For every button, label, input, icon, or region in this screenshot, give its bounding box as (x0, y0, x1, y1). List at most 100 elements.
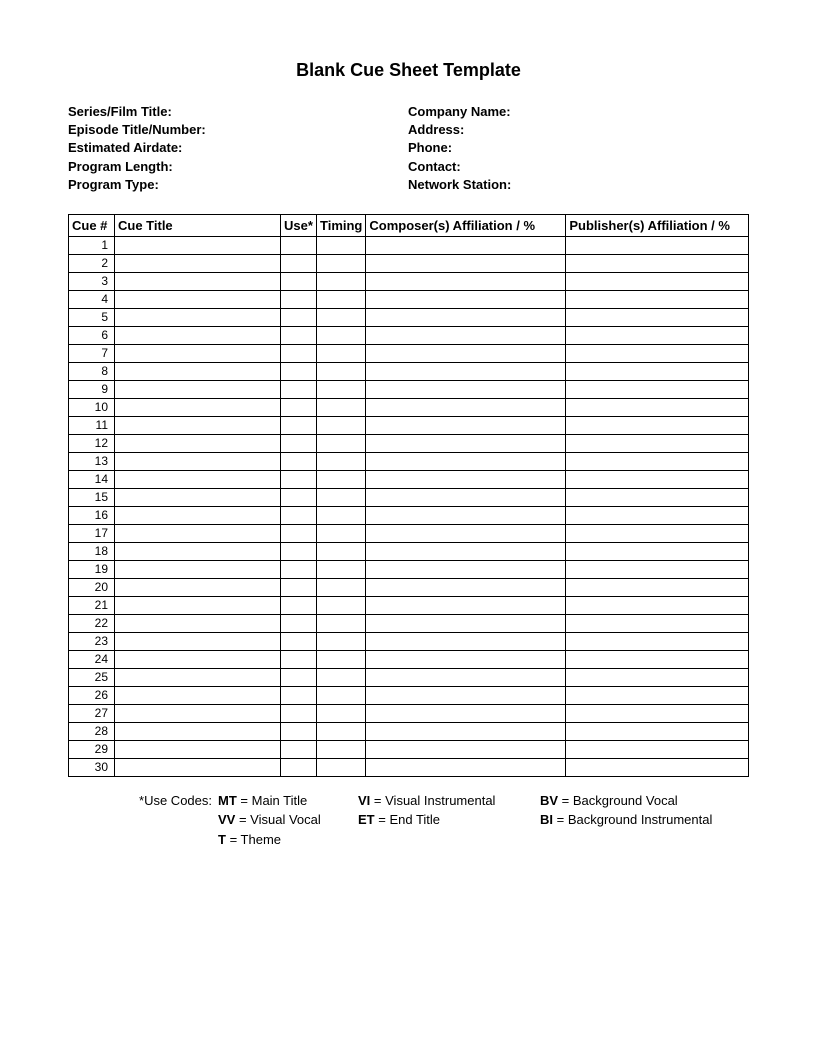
meta-col-left: Series/Film Title: Episode Title/Number:… (68, 103, 408, 194)
empty-cell (281, 632, 317, 650)
cue-number-cell: 16 (69, 506, 115, 524)
empty-cell (115, 578, 281, 596)
empty-cell (317, 506, 366, 524)
empty-cell (115, 452, 281, 470)
empty-cell (566, 272, 749, 290)
empty-cell (115, 596, 281, 614)
cue-number-cell: 10 (69, 398, 115, 416)
meta-block: Series/Film Title: Episode Title/Number:… (68, 103, 749, 194)
empty-cell (366, 308, 566, 326)
table-row: 8 (69, 362, 749, 380)
cue-number-cell: 29 (69, 740, 115, 758)
cue-number-cell: 6 (69, 326, 115, 344)
table-row: 17 (69, 524, 749, 542)
meta-label: Series/Film Title: (68, 103, 408, 121)
empty-cell (115, 416, 281, 434)
table-row: 26 (69, 686, 749, 704)
empty-cell (317, 668, 366, 686)
cue-number-cell: 22 (69, 614, 115, 632)
empty-cell (566, 686, 749, 704)
cue-number-cell: 11 (69, 416, 115, 434)
empty-cell (281, 578, 317, 596)
cue-number-cell: 15 (69, 488, 115, 506)
empty-cell (281, 362, 317, 380)
table-row: 1 (69, 236, 749, 254)
cue-number-cell: 9 (69, 380, 115, 398)
cue-table: Cue # Cue Title Use* Timing Composer(s) … (68, 214, 749, 777)
empty-cell (366, 578, 566, 596)
meta-label: Estimated Airdate: (68, 139, 408, 157)
empty-cell (566, 614, 749, 632)
table-row: 7 (69, 344, 749, 362)
empty-cell (366, 398, 566, 416)
empty-cell (366, 236, 566, 254)
empty-cell (317, 632, 366, 650)
empty-cell (366, 362, 566, 380)
empty-cell (566, 668, 749, 686)
table-row: 25 (69, 668, 749, 686)
empty-cell (115, 740, 281, 758)
table-row: 2 (69, 254, 749, 272)
empty-cell (366, 344, 566, 362)
col-header: Cue # (69, 214, 115, 236)
empty-cell (317, 740, 366, 758)
empty-cell (115, 524, 281, 542)
empty-cell (566, 380, 749, 398)
legend-item: VI = Visual Instrumental (358, 791, 540, 811)
empty-cell (281, 380, 317, 398)
meta-label: Program Type: (68, 176, 408, 194)
empty-cell (566, 506, 749, 524)
empty-cell (317, 722, 366, 740)
empty-cell (366, 524, 566, 542)
table-row: 16 (69, 506, 749, 524)
cue-number-cell: 4 (69, 290, 115, 308)
page-title: Blank Cue Sheet Template (68, 60, 749, 81)
empty-cell (281, 650, 317, 668)
empty-cell (366, 416, 566, 434)
cue-number-cell: 18 (69, 542, 115, 560)
col-header: Timing (317, 214, 366, 236)
empty-cell (281, 704, 317, 722)
meta-label: Phone: (408, 139, 749, 157)
empty-cell (366, 632, 566, 650)
table-row: 18 (69, 542, 749, 560)
table-row: 5 (69, 308, 749, 326)
legend-item: BI = Background Instrumental (540, 810, 712, 830)
empty-cell (317, 290, 366, 308)
empty-cell (366, 506, 566, 524)
empty-cell (281, 308, 317, 326)
empty-cell (115, 722, 281, 740)
empty-cell (281, 236, 317, 254)
cue-number-cell: 13 (69, 452, 115, 470)
cue-number-cell: 5 (69, 308, 115, 326)
empty-cell (566, 290, 749, 308)
empty-cell (566, 236, 749, 254)
empty-cell (115, 686, 281, 704)
empty-cell (366, 488, 566, 506)
cue-number-cell: 12 (69, 434, 115, 452)
empty-cell (566, 740, 749, 758)
table-row: 24 (69, 650, 749, 668)
cue-number-cell: 28 (69, 722, 115, 740)
empty-cell (366, 704, 566, 722)
empty-cell (281, 668, 317, 686)
legend-item: ET = End Title (358, 810, 540, 830)
empty-cell (115, 506, 281, 524)
table-row: 3 (69, 272, 749, 290)
legend-item: T = Theme (218, 830, 358, 850)
empty-cell (115, 668, 281, 686)
empty-cell (566, 470, 749, 488)
table-row: 20 (69, 578, 749, 596)
legend-item: BV = Background Vocal (540, 791, 678, 811)
col-header: Cue Title (115, 214, 281, 236)
empty-cell (115, 362, 281, 380)
empty-cell (366, 614, 566, 632)
empty-cell (317, 704, 366, 722)
table-row: 22 (69, 614, 749, 632)
empty-cell (281, 758, 317, 776)
empty-cell (317, 326, 366, 344)
empty-cell (566, 452, 749, 470)
empty-cell (281, 542, 317, 560)
cue-number-cell: 26 (69, 686, 115, 704)
empty-cell (317, 362, 366, 380)
